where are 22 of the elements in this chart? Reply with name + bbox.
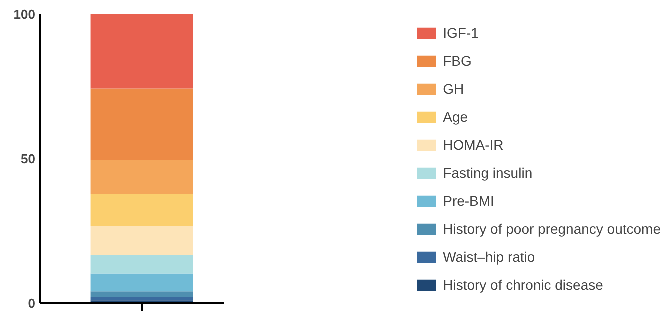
legend-label: History of chronic disease [443,276,604,292]
legend-label: Fasting insulin [443,164,533,180]
y-tick-label: 0 [28,296,36,311]
bar [90,88,194,160]
y-tick-label: 50 [21,152,36,166]
legend-label: IGF-1 [443,24,479,40]
bar [90,256,194,274]
legend-label: Waist–hip ratio [443,248,536,264]
legend-label: HOMA-IR [443,136,504,152]
legend-label: FBG [443,52,472,68]
bar [90,274,194,292]
bar [90,194,194,226]
legend-label: Age [443,108,468,124]
legend-label: GH [443,80,464,96]
bar [90,160,194,194]
legend-label: History of poor pregnancy outcome [443,220,661,236]
y-tick-label: 100 [14,7,36,22]
bar [90,14,194,89]
legend-label: Pre-BMI [443,192,494,208]
bar [90,292,194,298]
bar [90,297,194,301]
bar [90,226,194,256]
